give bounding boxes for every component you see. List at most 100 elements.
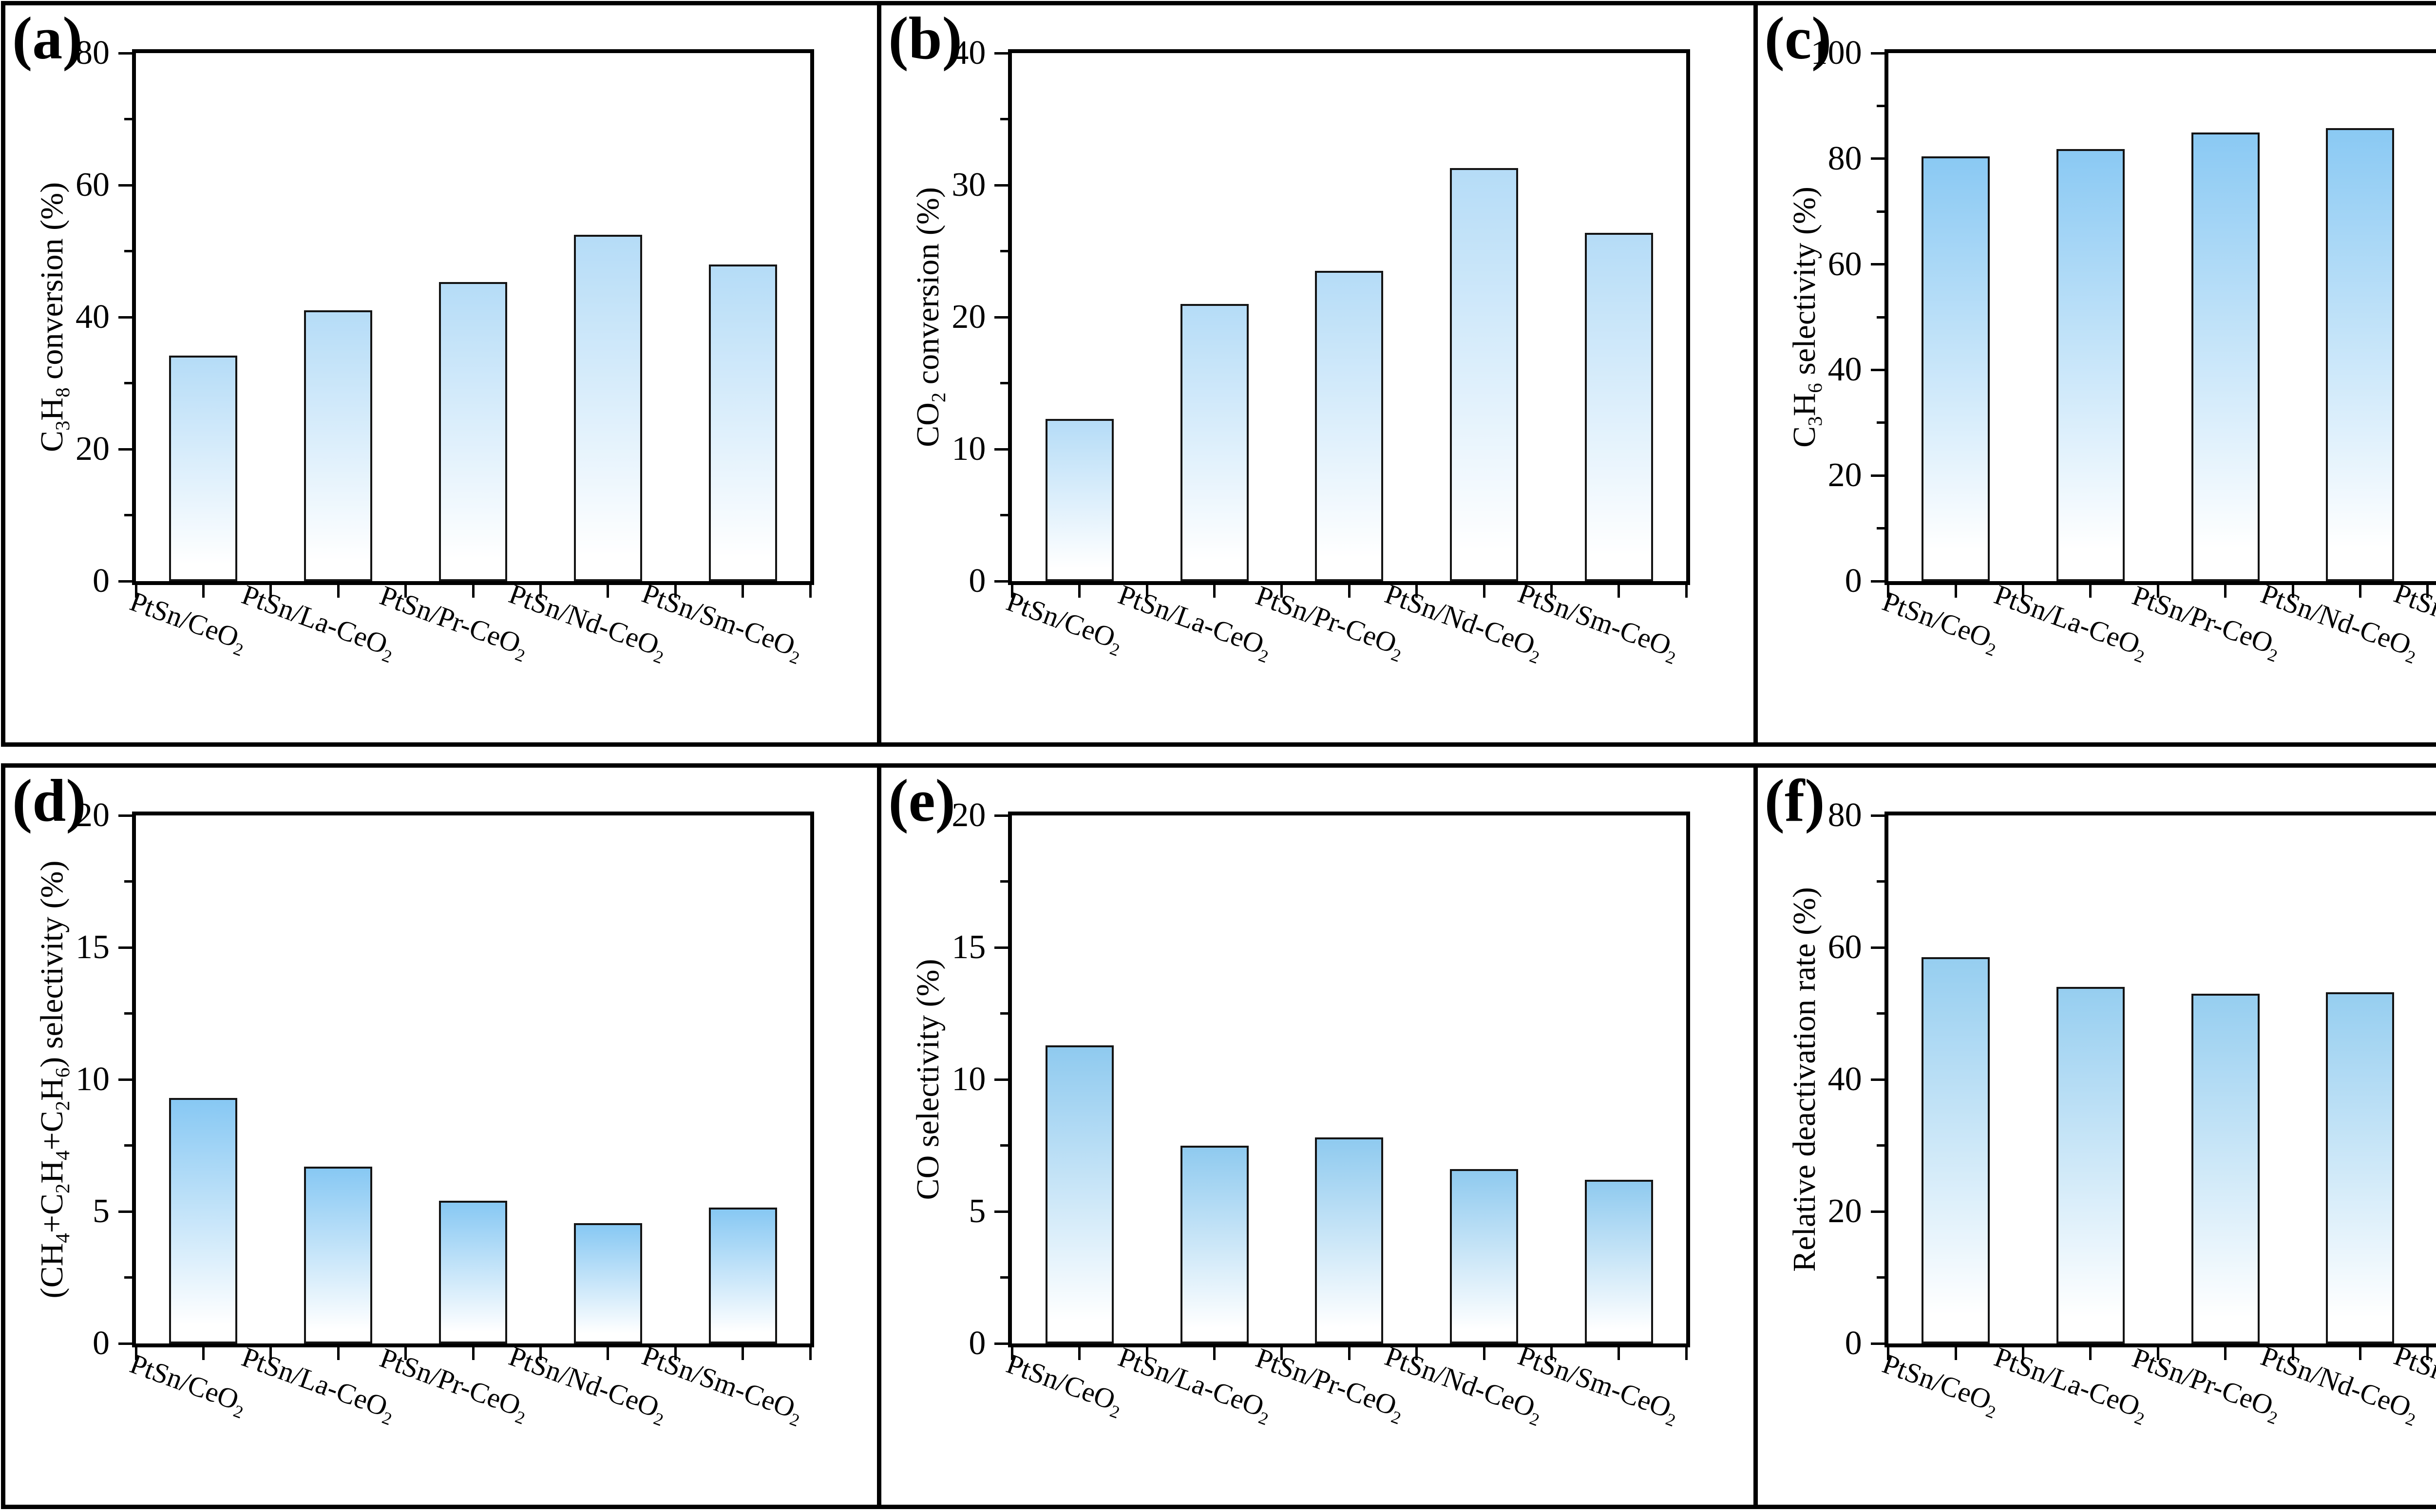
x-tick: [1483, 585, 1485, 598]
bar: [1922, 957, 1990, 1343]
bar: [2191, 993, 2260, 1343]
y-major-tick: [118, 52, 132, 55]
y-major-tick: [118, 946, 132, 949]
y-minor-tick: [1876, 1012, 1884, 1015]
y-minor-tick: [1876, 527, 1884, 530]
x-tick: [2426, 585, 2429, 598]
bar: [1045, 418, 1114, 581]
bar: [708, 264, 777, 581]
y-major-tick: [994, 580, 1009, 583]
panel-letter: (d): [12, 767, 86, 834]
x-tick: [1887, 1347, 1890, 1360]
y-minor-tick: [124, 1144, 132, 1147]
y-tick-label: 20: [1827, 456, 1862, 494]
panel-b: (b) CO2 conversion (%) 0 10 20 30 40 PtSn/CeO…: [877, 5, 1753, 742]
y-tick-label: 80: [1827, 796, 1862, 834]
y-tick-label: 10: [76, 1060, 110, 1098]
x-tick-label: PtSn/CeO2: [126, 1347, 246, 1422]
y-major-tick: [1870, 474, 1884, 477]
y-minor-tick: [124, 118, 132, 120]
y-tick-label: 40: [952, 34, 986, 72]
x-tick: [2291, 1347, 2294, 1360]
plot-area: [1008, 49, 1691, 585]
x-tick: [404, 1347, 407, 1360]
panel-letter: (f): [1764, 767, 1825, 834]
panel-c: (c) C3H6 selectivity (%) 0 20 40 60 80 100 PtS…: [1753, 5, 2436, 742]
x-tick: [2156, 1347, 2159, 1360]
x-tick: [607, 585, 609, 598]
y-major-tick: [994, 814, 1009, 817]
x-tick-label: PtSn/Pr-CeO2: [1252, 1342, 1404, 1428]
x-tick: [2089, 585, 2092, 598]
y-minor-tick: [1000, 880, 1009, 883]
x-tick: [742, 585, 744, 598]
x-tick-label: PtSn/La-CeO2: [238, 1341, 395, 1429]
y-tick-label: 5: [93, 1192, 110, 1230]
y-tick-label: 80: [76, 34, 110, 72]
x-tick: [1078, 1347, 1081, 1360]
x-tick-label: PtSn/La-CeO2: [238, 578, 395, 667]
y-major-tick: [994, 1078, 1009, 1081]
y-tick-label: 10: [952, 430, 986, 468]
x-tick: [1348, 585, 1351, 598]
bar: [1450, 1169, 1519, 1343]
y-tick-label: 20: [76, 430, 110, 468]
y-minor-tick: [1876, 1144, 1884, 1147]
y-tick-label: 15: [952, 928, 986, 966]
x-tick: [404, 585, 407, 598]
y-tick-label: 15: [76, 928, 110, 966]
y-major-tick: [994, 184, 1009, 187]
y-tick-label: 0: [969, 1324, 986, 1362]
x-tick: [1280, 585, 1283, 598]
y-tick-label: 40: [1827, 351, 1862, 389]
x-tick: [472, 1347, 475, 1360]
y-minor-tick: [124, 250, 132, 252]
x-tick: [539, 585, 542, 598]
y-major-tick: [118, 448, 132, 451]
bar: [1315, 1137, 1384, 1343]
y-tick-label: 20: [952, 796, 986, 834]
bar: [304, 310, 373, 581]
x-tick: [1550, 585, 1553, 598]
x-tick: [1010, 585, 1013, 598]
panel-letter: (a): [12, 5, 83, 72]
x-tick: [1213, 585, 1216, 598]
x-tick-label: PtSn/CeO2: [126, 585, 246, 660]
figure-row-bottom: (d) (CH4+C2H4+C2H6) selectivity (%) 0 5 10…: [1, 763, 2436, 1509]
y-tick-label: 10: [952, 1060, 986, 1098]
x-tick: [1618, 1347, 1620, 1360]
bar: [1584, 1179, 1653, 1343]
x-tick: [1887, 585, 1890, 598]
y-minor-tick: [1000, 514, 1009, 516]
x-tick: [1348, 1347, 1351, 1360]
x-tick: [1415, 585, 1418, 598]
y-major-tick: [118, 814, 132, 817]
x-tick: [202, 585, 205, 598]
x-tick: [1415, 1347, 1418, 1360]
bar: [708, 1207, 777, 1343]
x-tick: [472, 585, 475, 598]
y-major-tick: [118, 316, 132, 319]
x-tick: [1685, 585, 1688, 598]
y-tick-label: 30: [952, 166, 986, 204]
bar: [1180, 1145, 1249, 1343]
x-tick-label: PtSn/CeO2: [1878, 1347, 1998, 1422]
x-tick: [337, 585, 340, 598]
y-minor-tick: [1000, 118, 1009, 120]
bar: [169, 355, 238, 581]
x-tick-label: PtSn/Pr-CeO2: [1252, 579, 1404, 666]
y-major-tick: [1870, 1210, 1884, 1213]
x-tick: [202, 1347, 205, 1360]
panel-a: (a) C3H8 conversion (%) 0 20 40 60 80 PtSn/Ce…: [5, 5, 877, 742]
bar: [439, 1201, 507, 1343]
y-minor-tick: [1876, 210, 1884, 213]
x-tick: [607, 1347, 609, 1360]
x-tick: [2359, 1347, 2361, 1360]
y-minor-tick: [1876, 421, 1884, 424]
x-tick-label: PtSn/La-CeO2: [1990, 1341, 2147, 1429]
y-minor-tick: [1876, 316, 1884, 319]
x-tick: [134, 1347, 137, 1360]
x-tick-label: PtSn/Pr-CeO2: [2128, 579, 2280, 666]
x-tick: [2224, 585, 2227, 598]
